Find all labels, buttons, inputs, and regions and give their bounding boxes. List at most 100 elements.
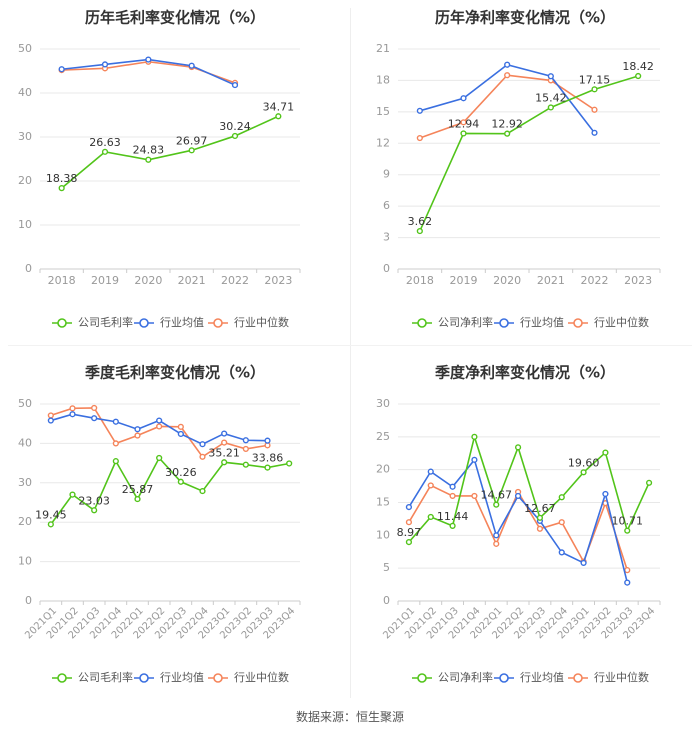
- data-label: 12.94: [448, 117, 480, 130]
- y-tick-label: 50: [18, 42, 32, 55]
- data-point-median: [536, 525, 544, 532]
- data-point-company: [264, 464, 271, 471]
- x-tick-label: 2021: [178, 274, 206, 287]
- y-tick-label: 30: [376, 397, 390, 410]
- data-point-company: [145, 156, 152, 163]
- data-point-avg: [91, 415, 98, 422]
- data-label: 19.45: [35, 508, 67, 521]
- legend-swatch-marker: [57, 673, 67, 683]
- legend-swatch-marker: [573, 318, 583, 328]
- data-point-avg: [145, 56, 152, 63]
- data-point-median: [91, 404, 98, 412]
- data-point-median: [47, 412, 54, 419]
- legend-swatch-marker: [573, 673, 583, 683]
- data-point-company: [188, 147, 195, 154]
- chart-annual-gross: 历年毛利率变化情况（%） 0 10 20 30 40 50 2018 2019 2020 2021 2…: [18, 9, 301, 329]
- data-point-avg: [471, 456, 478, 463]
- y-tick-label: 5: [383, 561, 390, 574]
- legend-label: 行业中位数: [234, 670, 289, 684]
- data-point-avg: [514, 492, 522, 500]
- data-source-footer: 数据来源：恒生聚源: [295, 710, 404, 724]
- data-point-avg: [58, 66, 65, 73]
- chart-annual-net: 历年净利率变化情况（%） 0 3 6 9 12 15 18 21 2018 2019 2020 2021…: [376, 9, 661, 329]
- x-tick-label: 2021: [537, 274, 565, 287]
- data-point-company: [177, 478, 184, 485]
- y-tick-label: 0: [383, 594, 390, 607]
- x-tick-label: 2022: [581, 274, 609, 287]
- data-point-avg: [47, 417, 54, 424]
- data-point-avg: [156, 417, 163, 424]
- data-point-median: [493, 540, 500, 547]
- data-point-median: [134, 432, 141, 439]
- legend-label: 公司净利率: [438, 315, 493, 329]
- legend-label: 行业中位数: [594, 315, 649, 329]
- legend-swatch-marker: [499, 673, 509, 683]
- series-line-company: [408, 433, 650, 543]
- data-label: 23.03: [78, 494, 110, 507]
- data-point-median: [199, 453, 206, 460]
- y-tick-label: 3: [383, 231, 390, 244]
- data-point-company: [635, 72, 642, 80]
- data-point-company: [558, 494, 565, 501]
- data-point-avg: [493, 532, 500, 539]
- legend-swatch-marker: [499, 318, 509, 328]
- y-tick-label: 6: [383, 199, 390, 212]
- data-point-avg: [504, 61, 511, 68]
- data-label: 15.42: [535, 91, 567, 104]
- data-point-company: [275, 113, 282, 120]
- legend-label: 行业均值: [520, 671, 564, 684]
- data-point-median: [558, 519, 565, 526]
- x-tick-label: 2020: [134, 274, 162, 287]
- data-label: 25.87: [122, 483, 154, 496]
- data-point-avg: [427, 468, 434, 475]
- legend-label: 公司净利率: [438, 670, 493, 684]
- y-tick-label: 18: [376, 73, 390, 86]
- legend-swatch-marker: [213, 318, 223, 328]
- data-label: 30.24: [219, 120, 251, 133]
- x-tick-label: 2018: [406, 274, 434, 287]
- data-label: 18.42: [622, 60, 654, 73]
- data-point-company: [645, 479, 653, 486]
- data-label: 34.71: [263, 100, 295, 113]
- x-tick-label: 2018: [48, 274, 76, 287]
- data-point-company: [416, 227, 423, 235]
- data-point-company: [156, 454, 163, 462]
- data-point-median: [221, 439, 228, 446]
- data-point-avg: [221, 430, 228, 437]
- y-tick-label: 12: [376, 136, 390, 149]
- data-label: 30.26: [165, 466, 197, 479]
- data-point-company: [504, 130, 511, 137]
- x-tick-label: 2023: [624, 274, 652, 287]
- y-tick-label: 10: [376, 528, 390, 541]
- data-label: 8.97: [397, 526, 422, 539]
- data-point-avg: [405, 503, 413, 511]
- data-point-company: [286, 460, 293, 467]
- data-point-median: [416, 134, 423, 142]
- data-point-avg: [112, 418, 119, 425]
- legend-swatch-marker: [213, 673, 223, 683]
- series-line-company: [61, 115, 279, 189]
- data-point-company: [536, 514, 544, 521]
- data-point-avg: [242, 437, 249, 444]
- data-point-median: [591, 106, 598, 113]
- data-point-avg: [69, 411, 76, 418]
- data-point-avg: [580, 559, 587, 567]
- y-tick-label: 20: [18, 515, 32, 528]
- data-label: 12.67: [524, 502, 556, 515]
- data-point-company: [493, 501, 500, 508]
- y-tick-label: 40: [18, 86, 32, 99]
- data-label: 33.86: [252, 452, 284, 465]
- data-label: 19.60: [568, 456, 600, 469]
- y-tick-label: 0: [25, 262, 32, 275]
- chart-quarterly-net: 季度净利率变化情况（%）0510152025302021Q12021Q22021…: [376, 364, 661, 684]
- legend-label: 行业均值: [520, 316, 564, 329]
- data-label: 17.15: [579, 73, 611, 86]
- legend-label: 行业中位数: [594, 670, 649, 684]
- data-label: 18.38: [46, 172, 78, 185]
- data-point-avg: [188, 62, 195, 69]
- horizontal-divider: [8, 345, 692, 346]
- data-point-company: [591, 86, 598, 93]
- chart-title: 历年净利率变化情况（%）: [435, 9, 615, 27]
- data-point-avg: [134, 426, 141, 433]
